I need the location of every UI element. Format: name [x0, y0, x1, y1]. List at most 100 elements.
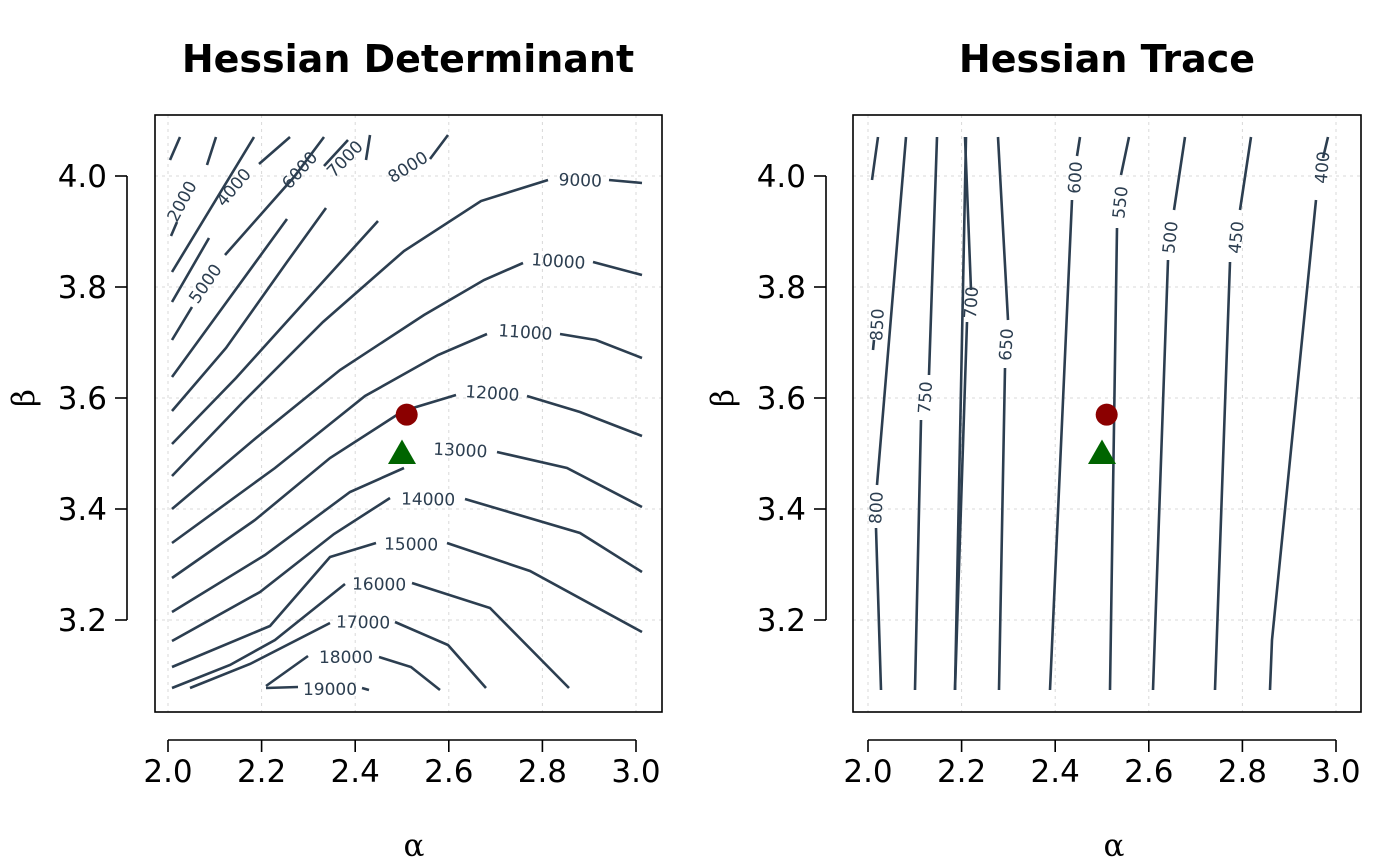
determinant-contour-labels: 2000 4000 5000 6000 7000 8000 9000 10000… [164, 137, 603, 700]
determinant-contour-8000 [171, 134, 450, 445]
determinant-y-ticks: 3.2 3.4 3.6 3.8 4.0 [58, 159, 127, 639]
trace-contour-label: 700 [961, 286, 983, 320]
determinant-contour [170, 136, 256, 273]
trace-contours [870, 136, 1330, 691]
determinant-x-tick-label: 3.0 [611, 754, 660, 790]
determinant-contour-11000 [171, 332, 643, 545]
trace-contour-label: 550 [1109, 185, 1132, 219]
determinant-y-tick-label: 3.6 [58, 381, 107, 417]
determinant-contour-label: 9000 [558, 170, 602, 191]
determinant-panel: Hessian Determinant 2.0 2.2 2.4 2.6 2.8 3.0 α… [6, 37, 663, 864]
trace-x-tick-label: 2.4 [1031, 754, 1080, 790]
trace-contour-label: 800 [866, 491, 888, 524]
determinant-x-tick-label: 2.6 [424, 754, 473, 790]
determinant-x-tick-label: 2.0 [143, 754, 192, 790]
determinant-contour-label: 12000 [465, 382, 520, 406]
trace-markers [1088, 403, 1118, 464]
trace-grid [853, 115, 1361, 712]
determinant-contour-label: 15000 [384, 535, 438, 556]
determinant-contour-label: 13000 [433, 440, 488, 463]
trace-contour-650 [996, 136, 1010, 691]
trace-x-label: α [1104, 828, 1125, 864]
determinant-plot-frame [154, 114, 663, 713]
determinant-contour-5000 [170, 136, 326, 341]
determinant-contour-label: 14000 [401, 490, 455, 511]
trace-y-label: β [705, 389, 741, 407]
determinant-markers [388, 403, 418, 464]
determinant-contour-6000 [170, 139, 349, 378]
trace-x-tick-label: 3.0 [1311, 754, 1360, 790]
trace-true-value-marker [1088, 439, 1116, 464]
determinant-contour-label: 11000 [498, 321, 553, 345]
trace-plot-frame [852, 114, 1362, 713]
trace-contour-850 [870, 136, 880, 351]
trace-y-tick-label: 4.0 [757, 159, 806, 195]
determinant-y-tick-label: 3.4 [58, 492, 107, 528]
determinant-true-value-marker [388, 439, 416, 464]
determinant-contour-label: 2000 [164, 178, 202, 226]
trace-estimate-marker [1095, 403, 1118, 426]
trace-contour-550 [1108, 136, 1131, 691]
determinant-x-ticks: 2.0 2.2 2.4 2.6 2.8 3.0 [143, 740, 661, 790]
trace-y-tick-label: 3.2 [757, 603, 806, 639]
determinant-contour-label: 19000 [303, 680, 357, 700]
determinant-contour-label: 10000 [531, 250, 586, 274]
trace-contour-label: 600 [1065, 161, 1087, 195]
determinant-contour-15000 [171, 541, 643, 669]
determinant-contour-10000 [171, 260, 643, 510]
trace-contour-label: 850 [867, 308, 889, 341]
trace-y-tick-label: 3.6 [757, 381, 806, 417]
trace-x-tick-label: 2.8 [1218, 754, 1267, 790]
trace-contour-400 [1268, 136, 1330, 691]
trace-title: Hessian Trace [959, 37, 1255, 81]
determinant-contour-label: 4000 [213, 165, 256, 211]
determinant-y-tick-label: 4.0 [58, 159, 107, 195]
trace-y-tick-label: 3.4 [757, 492, 806, 528]
determinant-x-tick-label: 2.8 [518, 754, 567, 790]
determinant-estimate-marker [395, 403, 418, 426]
trace-contour-label: 450 [1225, 220, 1248, 254]
determinant-contour-16000 [171, 581, 570, 690]
determinant-title: Hessian Determinant [182, 37, 634, 81]
determinant-contour-7000 [171, 134, 372, 412]
determinant-contour-17000 [189, 620, 487, 690]
determinant-contour-label: 6000 [278, 148, 322, 194]
trace-contour-450 [1213, 136, 1253, 691]
determinant-x-label: α [404, 828, 425, 864]
determinant-contour-4000 [170, 136, 291, 303]
determinant-contour [168, 136, 182, 161]
determinant-contour-label: 8000 [385, 148, 432, 188]
trace-x-tick-label: 2.2 [937, 754, 986, 790]
trace-x-axis: 2.0 2.2 2.4 2.6 2.8 3.0 α [843, 739, 1361, 864]
trace-contour-750 [913, 136, 939, 691]
trace-contour-label: 500 [1159, 220, 1182, 254]
determinant-x-tick-label: 2.2 [237, 754, 286, 790]
determinant-contour-9000 [171, 178, 643, 477]
trace-contour-label: 750 [915, 381, 937, 415]
determinant-y-tick-label: 3.2 [58, 603, 107, 639]
determinant-contour-label: 16000 [352, 575, 406, 596]
trace-x-tick-label: 2.6 [1124, 754, 1173, 790]
determinant-contour-12000 [171, 393, 643, 580]
determinant-contours [168, 134, 643, 692]
trace-contour-800 [874, 136, 908, 691]
trace-contour-600 [1048, 136, 1082, 691]
trace-contour-700 [953, 136, 973, 691]
determinant-contour-13000 [171, 450, 643, 614]
determinant-x-tick-label: 2.4 [331, 754, 380, 790]
trace-contour-labels: 400 450 500 550 600 650 700 750 800 850 [866, 151, 1334, 525]
trace-x-tick-label: 2.0 [843, 754, 892, 790]
trace-panel: Hessian Trace 2.0 2.2 2.4 2.6 2.8 3.0 α 3.23.… [705, 37, 1362, 864]
determinant-contour-label: 18000 [319, 648, 373, 668]
determinant-x-axis: 2.0 2.2 2.4 2.6 2.8 3.0 α [143, 739, 661, 864]
trace-y-axis: 3.2 3.4 3.6 3.8 4.0 β [705, 159, 827, 639]
determinant-contour-14000 [171, 496, 643, 643]
determinant-contour-2000 [169, 136, 218, 237]
determinant-contour-19000 [265, 685, 370, 692]
determinant-y-axis: 3.2 3.4 3.6 3.8 4.0 β [6, 159, 128, 639]
trace-contour-label: 400 [1312, 151, 1335, 185]
trace-y-ticks: 3.2 3.4 3.6 3.8 4.0 [757, 159, 826, 639]
trace-contour-500 [1151, 136, 1187, 691]
trace-y-tick-label: 3.8 [757, 270, 806, 306]
